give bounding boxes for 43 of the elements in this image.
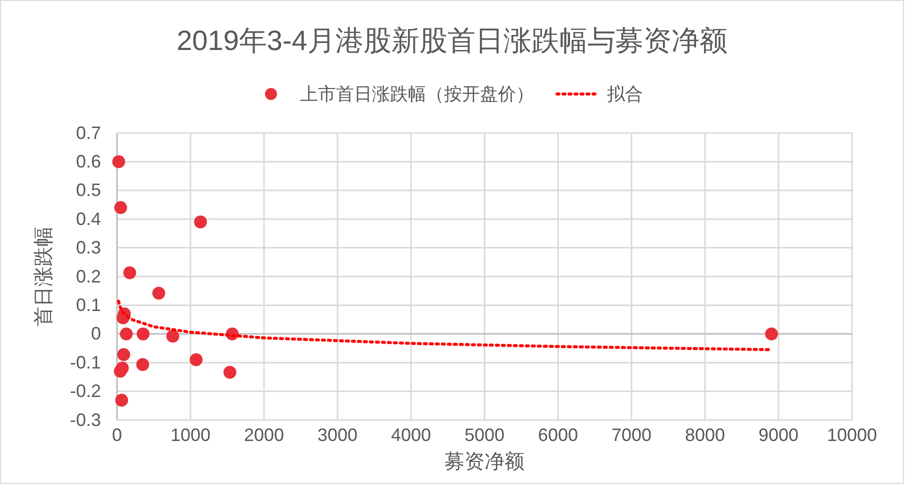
x-tick-label: 5000 [464,424,505,445]
y-axis-title: 首日涨跌幅 [33,226,55,326]
point [223,366,236,379]
legend-label: 上市首日涨跌幅（按开盘价） [300,84,534,104]
x-tick-label: 6000 [538,424,578,445]
y-tick-label: 0.2 [76,266,101,286]
legend-label: 拟合 [607,84,643,104]
point [136,358,150,372]
x-tick-label: 10000 [826,424,878,445]
y-tick-label: -0.2 [70,381,101,402]
y-tick-label: 0.1 [76,294,101,315]
x-axis-title: 募资净额 [444,451,524,473]
x-tick-label: 2000 [244,424,284,445]
point [114,201,128,214]
x-tick-label: 3000 [317,424,358,445]
point [190,353,203,366]
point [765,327,778,340]
point [115,394,128,407]
x-tick-label: 0 [112,424,122,445]
line-series [116,300,773,352]
x-tick-label: 1000 [170,424,211,445]
point [117,348,130,361]
point [152,286,166,300]
y-tick-label: 0 [90,324,101,344]
point [194,216,207,228]
point [166,330,180,343]
y-tick-label: 0.5 [76,180,101,200]
point [120,327,133,340]
point [114,364,127,378]
x-tick-label: 9000 [758,424,799,445]
chart-title: 2019年3-4月港股新股首日涨跌幅与募资净额 [176,25,728,56]
point [112,155,126,168]
point [136,327,150,340]
y-tick-label: 0.4 [76,208,101,229]
y-tick-label: -0.3 [70,410,101,430]
y-tick-label: 0.3 [76,238,101,258]
y-tick-label: 0.6 [76,151,101,172]
x-tick-label: 7000 [611,424,652,445]
y-tick-label: 0.7 [76,122,101,143]
x-tick-label: 8000 [684,424,726,445]
point [123,266,136,280]
y-tick-label: -0.1 [70,352,101,372]
x-tick-label: 4000 [390,424,432,445]
